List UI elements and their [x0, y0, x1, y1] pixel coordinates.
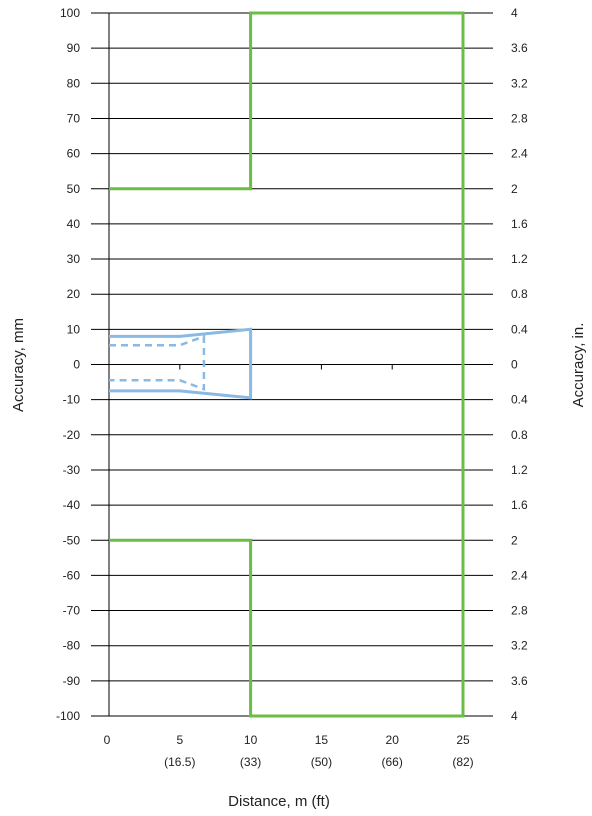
x-tick-label-5: 25 [456, 733, 470, 747]
gridlines [91, 12, 493, 717]
y-tick-label-left-5: 50 [67, 182, 81, 196]
y-tick-label-left-0: 100 [60, 6, 80, 20]
y-tick-label-left-4: 60 [67, 147, 81, 161]
y-tick-label-left-6: 40 [67, 217, 81, 231]
y-tick-label-right-1: 3.6 [511, 41, 528, 55]
y-axis-title-left: Accuracy, mm [10, 318, 27, 412]
y-tick-label-right-13: 1.2 [511, 463, 528, 477]
y-tick-label-right-17: 2.8 [511, 604, 528, 618]
tick-labels: 1009080706050403020100-10-20-30-40-50-60… [56, 6, 528, 769]
y-tick-label-left-9: 10 [67, 322, 81, 336]
y-tick-label-left-3: 70 [67, 111, 81, 125]
y-tick-label-right-18: 3.2 [511, 639, 528, 653]
y-tick-label-right-9: 0.4 [511, 322, 528, 336]
x-tick-label-0: 0 [104, 733, 111, 747]
x-tick-sublabel-3: (50) [311, 755, 332, 769]
y-tick-label-right-4: 2.4 [511, 147, 528, 161]
x-tick-sublabel-1: (16.5) [164, 755, 195, 769]
y-tick-label-right-8: 0.8 [511, 287, 528, 301]
x-tick-label-2: 10 [244, 733, 258, 747]
x-tick-label-4: 20 [386, 733, 400, 747]
y-tick-label-left-1: 90 [67, 41, 81, 55]
x-tick-sublabel-4: (66) [382, 755, 403, 769]
y-tick-label-left-8: 20 [67, 287, 81, 301]
y-tick-label-right-14: 1.6 [511, 498, 528, 512]
y-tick-label-right-12: 0.8 [511, 428, 528, 442]
x-tick-label-3: 15 [315, 733, 329, 747]
series-line-2 [109, 334, 206, 391]
y-tick-label-right-7: 1.2 [511, 252, 528, 266]
x-axis-title: Distance, m (ft) [228, 793, 330, 810]
y-tick-label-right-0: 4 [511, 6, 518, 20]
y-tick-label-left-20: -100 [56, 709, 80, 723]
y-tick-label-left-18: -80 [63, 639, 81, 653]
y-tick-label-left-14: -40 [63, 498, 81, 512]
y-tick-label-right-15: 2 [511, 533, 518, 547]
y-tick-label-left-12: -20 [63, 428, 81, 442]
x-tick-sublabel-5: (82) [452, 755, 473, 769]
x-tick-label-1: 5 [176, 733, 183, 747]
y-tick-label-right-16: 2.4 [511, 568, 528, 582]
y-tick-label-left-15: -50 [63, 533, 81, 547]
y-tick-label-left-19: -90 [63, 674, 81, 688]
y-tick-label-left-13: -30 [63, 463, 81, 477]
y-tick-label-left-10: 0 [73, 358, 80, 372]
series-line-1 [109, 327, 253, 400]
y-tick-label-right-5: 2 [511, 182, 518, 196]
series-line-0 [109, 11, 465, 718]
y-tick-label-right-19: 3.6 [511, 674, 528, 688]
y-tick-label-right-6: 1.6 [511, 217, 528, 231]
y-tick-label-right-20: 4 [511, 709, 518, 723]
y-tick-label-left-17: -70 [63, 604, 81, 618]
y-tick-label-left-16: -60 [63, 568, 81, 582]
y-tick-label-left-7: 30 [67, 252, 81, 266]
y-tick-label-right-2: 3.2 [511, 76, 528, 90]
y-tick-label-left-11: -10 [63, 393, 81, 407]
y-tick-label-right-3: 2.8 [511, 111, 528, 125]
y-tick-label-right-10: 0 [511, 358, 518, 372]
y-tick-label-left-2: 80 [67, 76, 81, 90]
y-axis-title-right: Accuracy, in. [570, 323, 587, 408]
data-series [109, 11, 465, 718]
x-tick-sublabel-2: (33) [240, 755, 261, 769]
y-tick-label-right-11: 0.4 [511, 393, 528, 407]
